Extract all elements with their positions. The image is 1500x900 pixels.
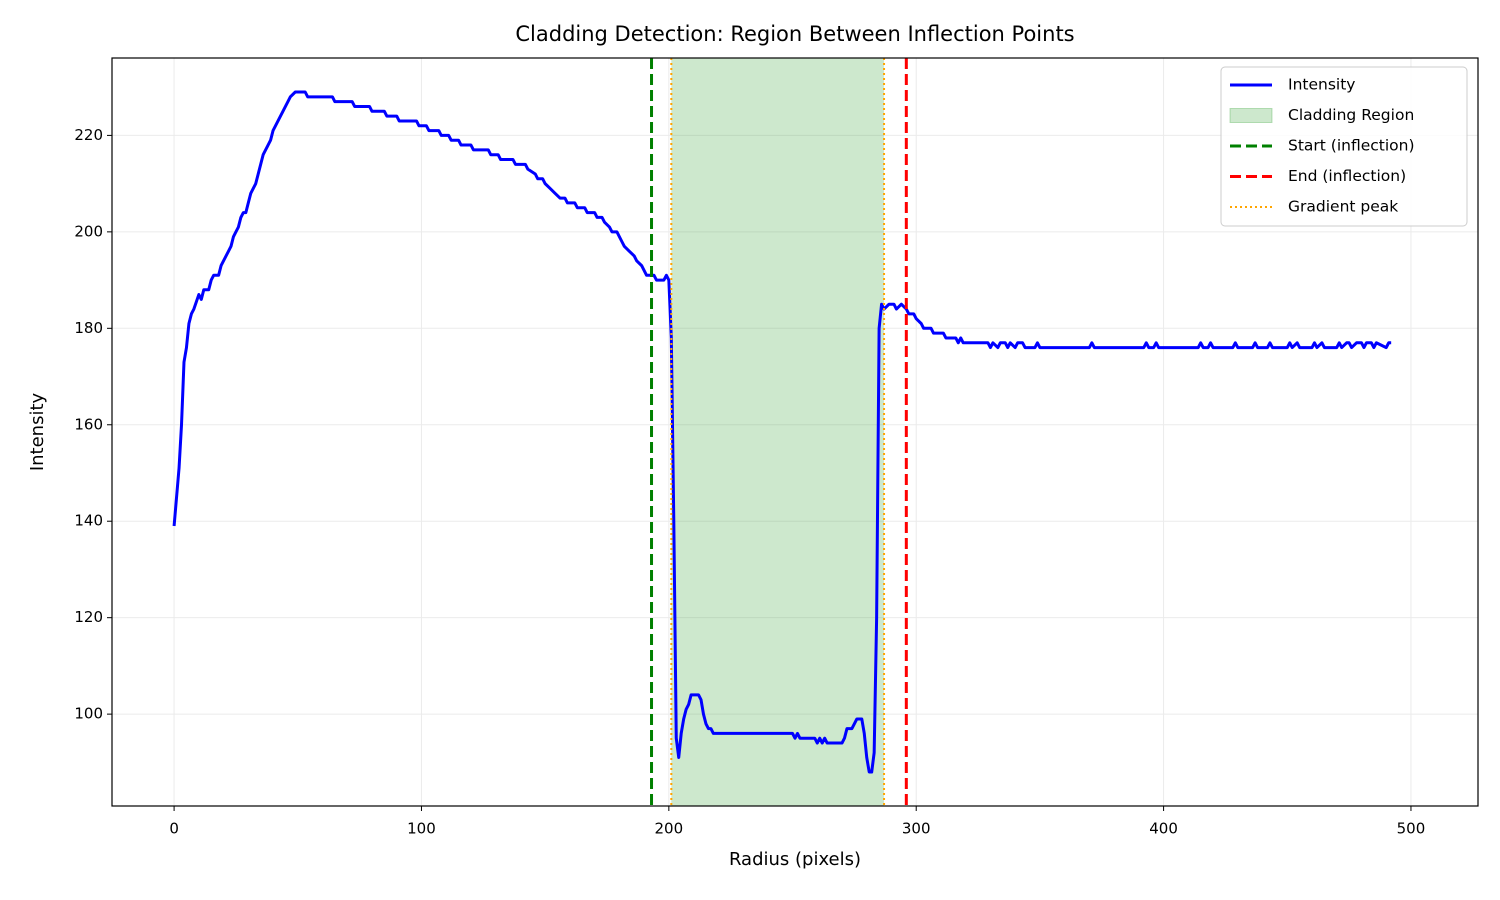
y-tick-label: 140 <box>74 512 103 530</box>
x-tick-label: 400 <box>1149 820 1178 838</box>
x-tick-label: 500 <box>1397 820 1426 838</box>
intensity-line <box>172 90 1392 774</box>
x-tick-label: 200 <box>655 820 684 838</box>
y-tick-label: 120 <box>74 608 103 626</box>
legend-swatch <box>1229 108 1273 123</box>
legend-label: Start (inflection) <box>1288 137 1415 155</box>
y-tick-label: 180 <box>74 319 103 337</box>
legend-label: Gradient peak <box>1288 198 1398 216</box>
y-axis-label: Intensity <box>27 392 48 471</box>
cladding-region <box>671 58 885 806</box>
legend-label: Intensity <box>1288 76 1355 94</box>
legend: Intensity Cladding Region Start (inflectio… <box>1220 66 1468 227</box>
chart-title: Cladding Detection: Region Between Infle… <box>515 22 1074 46</box>
x-tick-label: 0 <box>169 820 179 838</box>
plot-frame <box>111 57 1479 807</box>
legend-label: Cladding Region <box>1288 106 1414 124</box>
y-tick-label: 200 <box>74 222 103 240</box>
y-tick-label: 100 <box>74 705 103 723</box>
y-tick-label: 220 <box>74 126 103 144</box>
y-tick-label: 160 <box>74 415 103 433</box>
legend-box <box>1220 66 1468 227</box>
x-tick-label: 300 <box>902 820 931 838</box>
x-axis-label: Radius (pixels) <box>729 849 861 870</box>
legend-label: End (inflection) <box>1288 167 1406 185</box>
x-tick-label: 100 <box>407 820 436 838</box>
